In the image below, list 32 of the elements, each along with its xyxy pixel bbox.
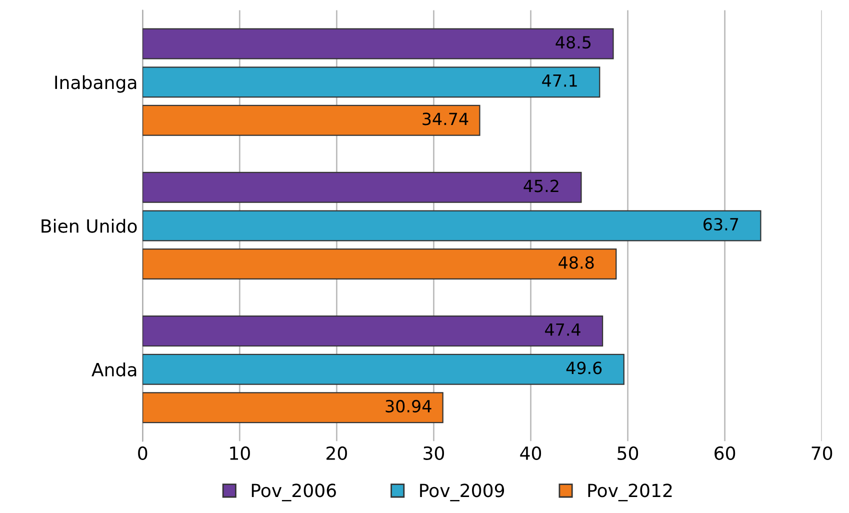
- data-label: 48.5: [556, 36, 591, 49]
- bar: [142, 104, 480, 136]
- x-tick-label: 70: [812, 446, 832, 460]
- data-label: 30.94: [386, 400, 432, 412]
- data-label: 47.1: [542, 74, 577, 87]
- bar: [142, 66, 600, 98]
- legend-label: Pov_2006: [252, 484, 336, 502]
- data-label: 47.4: [545, 324, 580, 336]
- x-tick-label: 60: [714, 446, 736, 460]
- data-label: 63.7: [704, 218, 738, 231]
- data-label: 48.8: [558, 256, 594, 269]
- bar: [142, 354, 624, 385]
- y-tick-label: Anda: [92, 362, 136, 376]
- legend-label: Pov_2009: [420, 484, 504, 502]
- x-tick-label: 10: [230, 446, 250, 460]
- bar: [142, 172, 582, 203]
- x-tick-label: 50: [618, 446, 638, 460]
- y-tick-label: Bien Unido: [42, 218, 137, 233]
- bar: [142, 316, 604, 347]
- x-tick-label: 20: [326, 446, 347, 460]
- x-tick-label: 0: [138, 446, 148, 460]
- y-tick-label: Inabanga: [55, 75, 136, 93]
- data-label: 34.74: [422, 112, 468, 126]
- bar: [142, 392, 444, 424]
- bar: [142, 28, 614, 60]
- legend-label: Pov_2012: [588, 484, 672, 502]
- data-label: 49.6: [566, 362, 602, 374]
- x-tick-label: 40: [520, 446, 542, 460]
- bar: [142, 210, 762, 242]
- x-tick-label: 30: [424, 446, 444, 460]
- data-label: 45.2: [524, 180, 558, 192]
- bar: [142, 248, 617, 280]
